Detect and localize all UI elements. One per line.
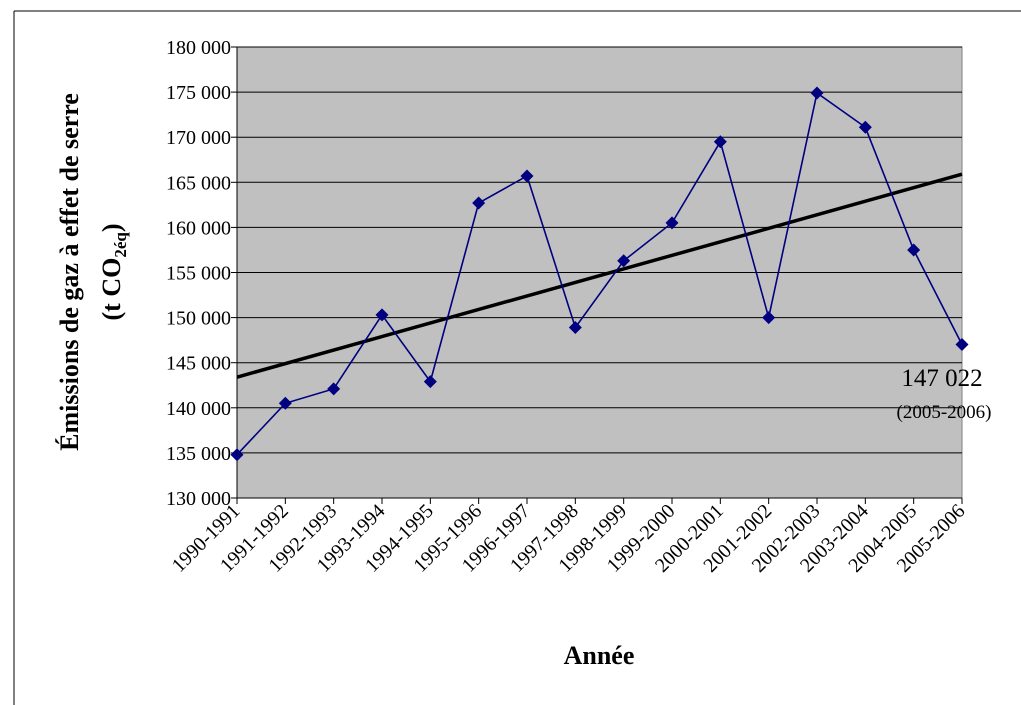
data-point-marker: [520, 169, 534, 183]
y-axis-unit: (t CO2éq): [97, 224, 130, 321]
series-layer: [230, 86, 969, 462]
data-point-marker: [472, 196, 486, 210]
data-point-marker: [762, 311, 776, 325]
data-point-marker: [278, 396, 292, 410]
data-point-marker: [230, 448, 244, 462]
data-point-marker: [810, 86, 824, 100]
data-point-marker: [665, 216, 679, 230]
trendline-layer: [236, 172, 963, 379]
data-point-marker: [858, 120, 872, 134]
y-axis-unit-suffix: ): [97, 224, 126, 233]
data-point-marker: [375, 308, 389, 322]
data-point-marker: [713, 135, 727, 149]
y-tick-label: 145 000: [166, 353, 231, 375]
data-point-marker: [568, 321, 582, 335]
y-tick-label: 130 000: [166, 488, 231, 510]
y-tick-label: 140 000: [166, 398, 231, 420]
y-axis-title: Émissions de gaz à effet de serre: [55, 93, 84, 451]
y-tick-label: 155 000: [166, 263, 231, 285]
y-axis-tick-labels: 130 000 135 000 140 000 145 000 150 000 155 0…: [166, 37, 237, 510]
trendline: [236, 172, 963, 379]
data-point-marker: [327, 382, 341, 396]
y-tick-label: 135 000: [166, 443, 231, 465]
data-point-marker: [955, 337, 969, 351]
gridlines: [237, 46, 962, 454]
y-tick-label: 165 000: [166, 172, 231, 194]
y-tick-label: 160 000: [166, 217, 231, 239]
x-axis-tick-labels: 1990-19911991-19921992-19931993-19941994…: [168, 498, 970, 577]
x-axis-title: Année: [564, 641, 635, 670]
data-point-marker: [617, 254, 631, 268]
data-point-marker: [423, 375, 437, 389]
y-tick-label: 170 000: [166, 127, 231, 149]
series-line: [236, 91, 963, 456]
data-point-marker: [907, 243, 921, 257]
y-tick-label: 150 000: [166, 308, 231, 330]
y-tick-label: 175 000: [166, 82, 231, 104]
y-axis-unit-prefix: (t CO: [97, 258, 126, 321]
annotation-value: 147 022: [901, 365, 982, 392]
y-axis-unit-subscript: 2éq: [111, 232, 130, 258]
y-tick-label: 180 000: [166, 37, 231, 59]
annotation-period: (2005-2006): [897, 402, 992, 423]
